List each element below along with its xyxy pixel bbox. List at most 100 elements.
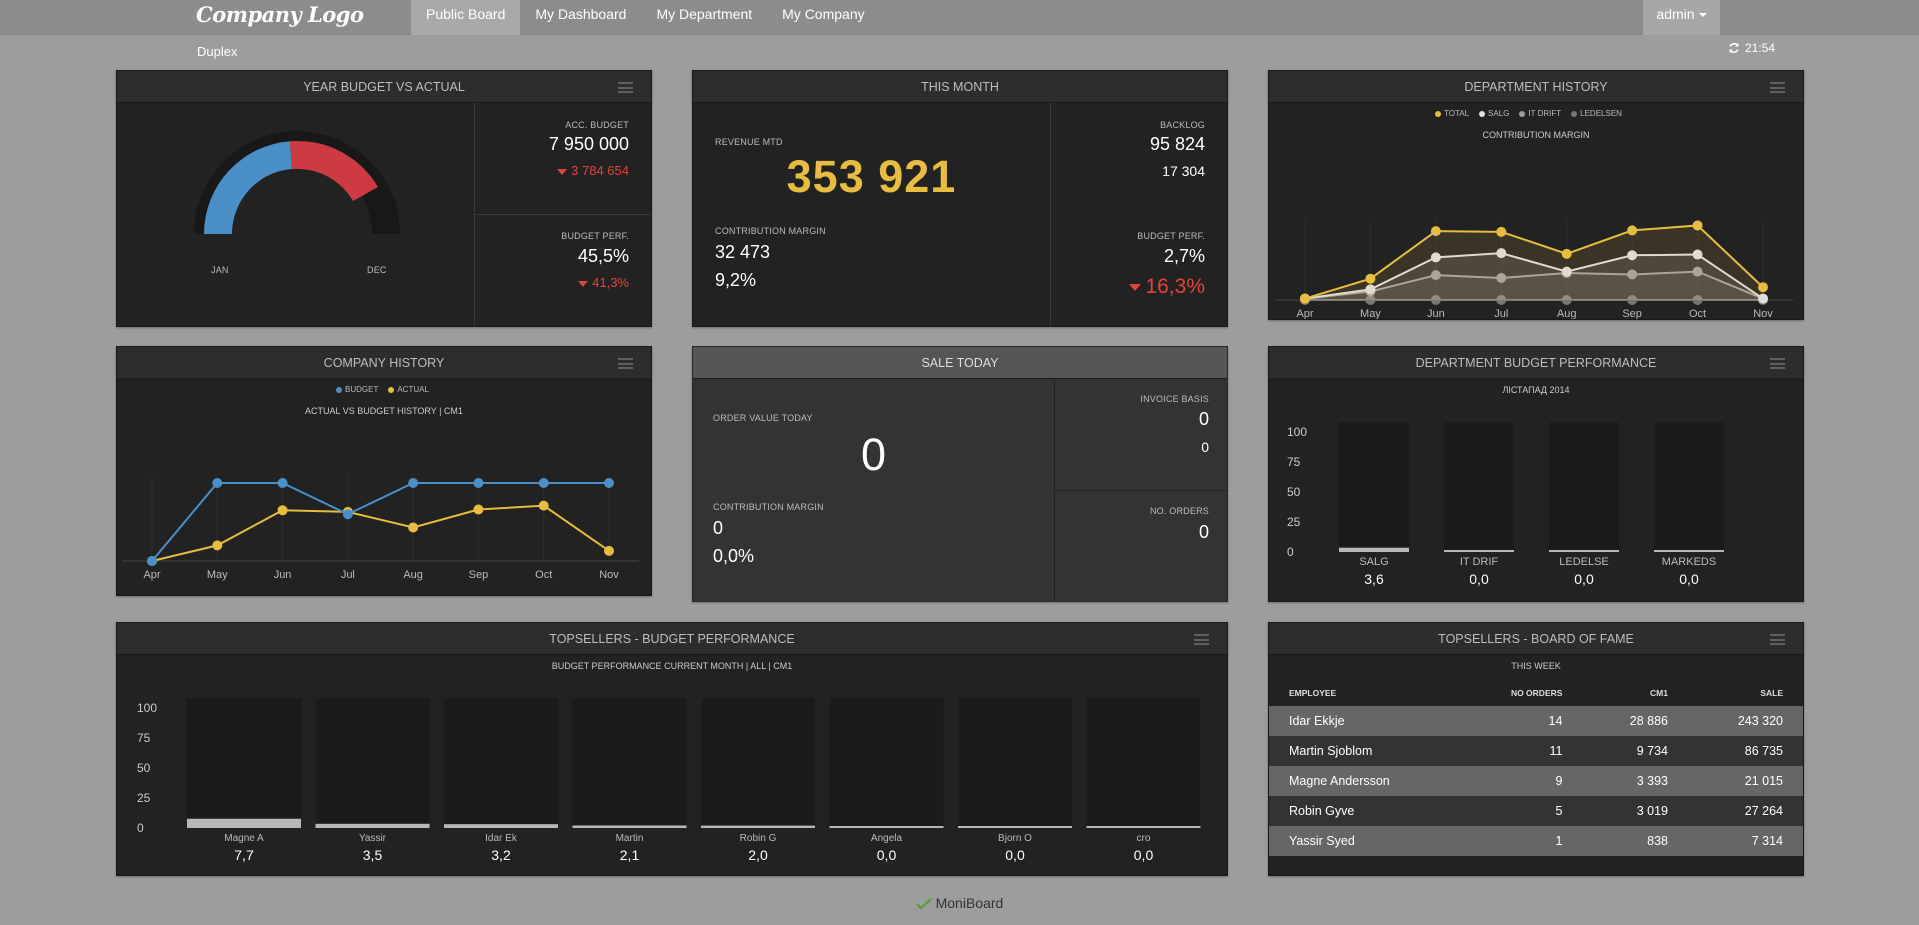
- nav-tab-public-board[interactable]: Public Board: [411, 0, 521, 35]
- legend-item[interactable]: IT DRIFT: [1519, 109, 1561, 118]
- data-point: [1496, 295, 1507, 305]
- widget-header: COMPANY HISTORY: [117, 347, 651, 379]
- invoice-basis-value: 0: [1198, 409, 1209, 429]
- bar: [1339, 547, 1409, 552]
- cm1-cell: 3 019: [1582, 796, 1688, 826]
- widget-header: TOPSELLERS - BUDGET PERFORMANCE: [117, 623, 1227, 655]
- company-logo[interactable]: Company Logo: [196, 2, 364, 27]
- refresh-icon[interactable]: [1728, 42, 1740, 54]
- data-point: [538, 478, 549, 488]
- bar: [958, 826, 1072, 828]
- menu-icon[interactable]: [618, 82, 633, 93]
- board-name: Duplex: [197, 44, 238, 59]
- budget-perf-delta-text: 41,3%: [592, 275, 629, 290]
- data-point: [1627, 250, 1638, 261]
- menu-icon[interactable]: [618, 358, 633, 369]
- nav-tab-my-department[interactable]: My Department: [656, 6, 753, 22]
- backlog-sub: 17 304: [1162, 163, 1205, 179]
- month-perf-delta-text: 16,3%: [1145, 275, 1205, 298]
- nav-tab-my-company[interactable]: My Company: [782, 6, 865, 22]
- bar-category-label: Martin: [616, 833, 644, 844]
- bar-value-label: 3,6: [1364, 571, 1384, 587]
- bar-category-label: Magne A: [224, 833, 264, 844]
- column-header[interactable]: EMPLOYEE: [1289, 688, 1337, 698]
- bar-track: [444, 698, 558, 828]
- legend-item[interactable]: BUDGET: [336, 385, 378, 394]
- column-header[interactable]: NO ORDERS: [1510, 688, 1563, 698]
- widget-header: YEAR BUDGET VS ACTUAL: [117, 71, 651, 103]
- table-row[interactable]: Robin Gyve 5 3 019 27 264: [1269, 796, 1803, 826]
- table-row[interactable]: Yassir Syed 1 838 7 314: [1269, 826, 1803, 856]
- menu-icon[interactable]: [1770, 634, 1785, 645]
- widget-title: TOPSELLERS - BOARD OF FAME: [1438, 632, 1634, 646]
- data-point: [1627, 269, 1638, 280]
- data-point: [1430, 252, 1441, 263]
- chart-subtitle: ЛІСТАПАД 2014: [1502, 385, 1570, 395]
- bar: [1086, 826, 1201, 828]
- bar-value-label: 0,0: [1005, 847, 1025, 863]
- table-row[interactable]: Idar Ekkje 14 28 886 243 320: [1269, 706, 1803, 736]
- bar-category-label: MARKEDS: [1662, 556, 1716, 568]
- clock: 21:54: [1728, 41, 1775, 55]
- x-tick-label: May: [1360, 308, 1381, 320]
- y-tick-label: 100: [1287, 425, 1307, 439]
- y-tick-label: 0: [1287, 545, 1294, 559]
- data-point: [1365, 295, 1376, 305]
- sale-cm-percent: 0,0%: [713, 546, 755, 566]
- menu-icon[interactable]: [1770, 358, 1785, 369]
- menu-icon[interactable]: [1770, 82, 1785, 93]
- board-of-fame-table: EMPLOYEE NO ORDERS CM1 SALE Idar Ekkje 14…: [1269, 680, 1803, 856]
- user-menu-button[interactable]: admin: [1643, 0, 1720, 35]
- column-header[interactable]: SALE: [1760, 688, 1783, 698]
- data-point: [1758, 293, 1768, 304]
- widget-title: DEPARTMENT HISTORY: [1464, 80, 1608, 94]
- data-point: [408, 522, 419, 533]
- bar-value-label: 0,0: [877, 847, 897, 863]
- employee-name: Martin Sjoblom: [1269, 736, 1459, 766]
- legend-item[interactable]: LEDELSEN: [1571, 109, 1622, 118]
- data-point: [1692, 295, 1703, 305]
- invoice-basis-label: INVOICE BASIS: [1140, 394, 1209, 404]
- y-tick-label: 25: [1287, 515, 1301, 529]
- sale-cm-value: 0: [713, 518, 724, 538]
- legend-label: ACTUAL: [397, 385, 429, 394]
- month-perf-value: 2,7%: [1163, 246, 1205, 266]
- cm1-cell: 9 734: [1582, 736, 1688, 766]
- backlog-label: BACKLOG: [1160, 120, 1205, 130]
- legend-item[interactable]: TOTAL: [1435, 109, 1469, 118]
- company-history-chart: Apr May Jun Jul Aug Sep Oct Nov: [122, 473, 639, 581]
- widget-year-budget: YEAR BUDGET VS ACTUAL JAN DEC ACC. BUDGE…: [116, 70, 652, 327]
- arrow-down-icon: [578, 280, 589, 287]
- department-history-chart: Apr May Jun Jul Aug Sep Oct Nov: [1275, 219, 1793, 320]
- legend-label: BUDGET: [345, 385, 379, 394]
- column-header[interactable]: CM1: [1650, 688, 1668, 698]
- table-row[interactable]: Magne Andersson 9 3 393 21 015: [1269, 766, 1803, 796]
- series-area: [1305, 253, 1763, 300]
- legend-item[interactable]: ACTUAL: [388, 385, 429, 394]
- legend-label: SALG: [1488, 109, 1510, 118]
- bar-value-label: 7,7: [234, 847, 254, 863]
- cm1-cell: 838: [1582, 826, 1688, 856]
- table-header-row: EMPLOYEE NO ORDERS CM1 SALE: [1269, 680, 1803, 706]
- x-tick-label: Sep: [1622, 308, 1642, 320]
- legend-label: TOTAL: [1444, 109, 1470, 118]
- menu-icon[interactable]: [1194, 634, 1209, 645]
- no-orders-value: 0: [1198, 522, 1209, 542]
- bar-category-label: Idar Ek: [485, 833, 518, 844]
- cm1-cell: 3 393: [1582, 766, 1688, 796]
- data-point: [1300, 293, 1310, 304]
- y-tick-label: 25: [137, 791, 151, 805]
- legend-item[interactable]: SALG: [1479, 109, 1509, 118]
- data-point: [1627, 295, 1638, 305]
- nav-tab-my-dashboard[interactable]: My Dashboard: [535, 6, 627, 22]
- widget-title: DEPARTMENT BUDGET PERFORMANCE: [1415, 356, 1657, 370]
- sale-cell: 243 320: [1688, 706, 1803, 736]
- bar-category-label: Yassir: [359, 833, 387, 844]
- widget-topsellers-budget: TOPSELLERS - BUDGET PERFORMANCE BUDGET P…: [116, 622, 1228, 876]
- table-subtitle: THIS WEEK: [1511, 661, 1561, 671]
- data-point: [473, 478, 484, 488]
- data-point: [1365, 284, 1376, 295]
- table-row[interactable]: Martin Sjoblom 11 9 734 86 735: [1269, 736, 1803, 766]
- top-navbar: Company Logo Public Board My Dashboard M…: [0, 0, 1919, 35]
- order-value-label: ORDER VALUE TODAY: [713, 413, 813, 423]
